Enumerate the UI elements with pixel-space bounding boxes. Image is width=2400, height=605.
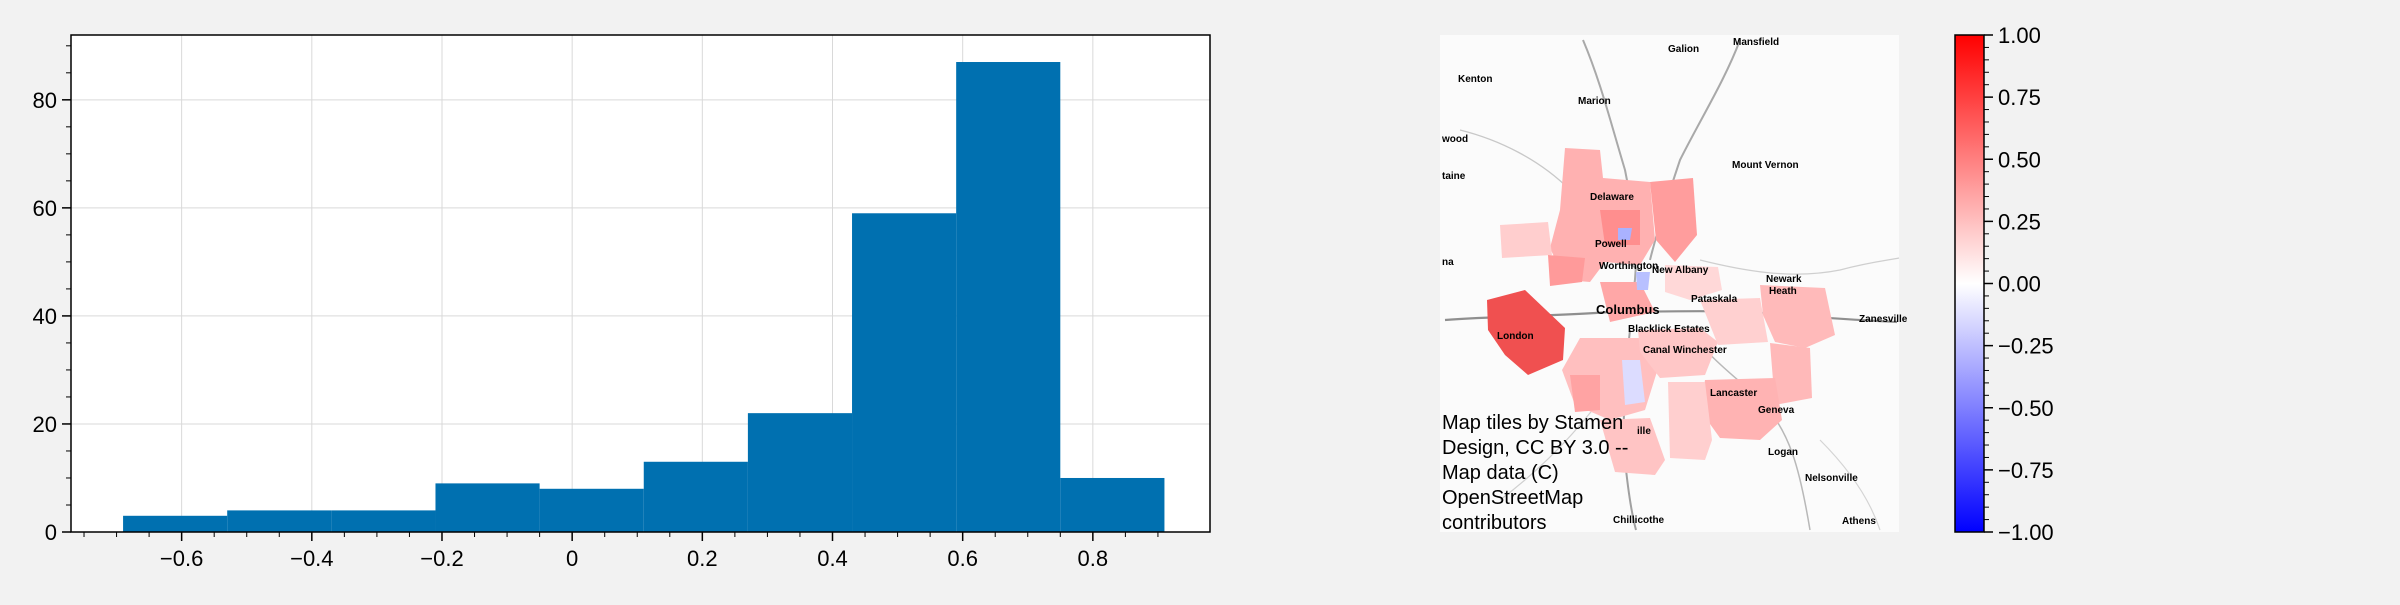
- histogram-y-ticks: 0 20 40 60 80: [33, 45, 71, 545]
- x-tick-label: 0.8: [1078, 546, 1109, 571]
- attribution-line: contributors: [1442, 512, 1547, 534]
- colorbar-tick-label: 0.75: [1998, 85, 2041, 110]
- histogram-bar: [539, 488, 644, 532]
- map-place-label: Heath: [1769, 286, 1797, 297]
- map-place-label: taine: [1442, 171, 1466, 182]
- colorbar-tick-label: −0.50: [1998, 396, 2054, 421]
- map-place-label: Marion: [1578, 96, 1611, 107]
- histogram-axes-frame: [70, 34, 1211, 533]
- map-place-label: Mansfield: [1733, 37, 1779, 48]
- histogram-bar: [331, 510, 436, 532]
- histogram-panel: −0.6 −0.4 −0.2 0 0.2 0.4 0.6 0.8 0 20 40 60 80: [33, 34, 1211, 571]
- histogram-bar: [643, 461, 748, 532]
- map-panel: Galion Mansfield Kenton Marion wood taine Moun…: [1440, 35, 1908, 532]
- map-place-label: Lancaster: [1710, 388, 1757, 399]
- map-place-label: na: [1442, 257, 1454, 268]
- x-tick-label: 0: [566, 546, 578, 571]
- map-place-label: Blacklick Estates: [1628, 324, 1710, 335]
- map-place-label: Kenton: [1458, 74, 1492, 85]
- map-attribution: Map tiles by Stamen Design, CC BY 3.0 --…: [1442, 411, 1662, 536]
- histogram-bar: [227, 510, 332, 532]
- map-place-label: Geneva: [1758, 405, 1795, 416]
- histogram-x-ticks: −0.6 −0.4 −0.2 0 0.2 0.4 0.6 0.8: [83, 532, 1159, 571]
- x-tick-label: 0.2: [687, 546, 718, 571]
- x-tick-label: −0.2: [420, 546, 463, 571]
- map-place-label: Worthington: [1599, 261, 1658, 272]
- map-place-label: ille: [1637, 426, 1651, 437]
- map-place-label: New Albany: [1652, 265, 1709, 276]
- map-place-label: Logan: [1768, 447, 1798, 458]
- colorbar-tick-label: −0.25: [1998, 334, 2054, 359]
- histogram-bar: [123, 515, 228, 532]
- histogram-bar: [1060, 477, 1165, 532]
- colorbar-tick-label: 0.25: [1998, 209, 2041, 234]
- map-place-label: Pataskala: [1691, 294, 1738, 305]
- colorbar-ticks: 1.00 0.75 0.50 0.25 0.00 −0.25 −0.50 −0.75 −1.00: [1984, 23, 2054, 545]
- map-place-label: wood: [1441, 134, 1468, 145]
- y-tick-label: 60: [33, 196, 57, 221]
- colorbar-tick-label: 1.00: [1998, 23, 2041, 48]
- map-place-label: Athens: [1842, 516, 1876, 527]
- attribution-line: Map tiles by Stamen: [1442, 412, 1624, 434]
- colorbar-tick-label: 0.50: [1998, 147, 2041, 172]
- y-tick-label: 0: [45, 520, 57, 545]
- histogram-bar: [747, 413, 853, 532]
- histogram-bar: [852, 213, 957, 533]
- y-tick-label: 20: [33, 412, 57, 437]
- map-tract-fills: [1487, 148, 1835, 475]
- map-place-label: Powell: [1595, 239, 1627, 250]
- attribution-line: OpenStreetMap: [1442, 487, 1584, 509]
- x-tick-label: −0.6: [160, 546, 203, 571]
- map-place-label: Chillicothe: [1613, 515, 1665, 526]
- map-place-label: Newark: [1766, 274, 1802, 285]
- colorbar-tick-label: 0.00: [1998, 272, 2041, 297]
- colorbar-tick-label: −0.75: [1998, 458, 2054, 483]
- y-tick-label: 40: [33, 304, 57, 329]
- map-place-label: Delaware: [1590, 192, 1634, 203]
- map-place-label: Galion: [1668, 44, 1699, 55]
- map-place-label: Zanesville: [1859, 314, 1908, 325]
- map-place-label: Nelsonville: [1805, 473, 1858, 484]
- colorbar-gradient: [1955, 35, 1984, 532]
- attribution-line: Design, CC BY 3.0 --: [1442, 437, 1629, 459]
- y-tick-label: 80: [33, 88, 57, 113]
- attribution-line: Map data (C): [1442, 462, 1559, 484]
- x-tick-label: 0.4: [817, 546, 848, 571]
- map-place-label: Mount Vernon: [1732, 160, 1799, 171]
- x-tick-label: 0.6: [947, 546, 978, 571]
- map-place-label: Canal Winchester: [1643, 345, 1727, 356]
- histogram-bars: [123, 62, 1165, 533]
- x-tick-label: −0.4: [290, 546, 333, 571]
- histogram-bar: [435, 483, 540, 532]
- map-place-label: London: [1497, 331, 1534, 342]
- histogram-bar: [956, 62, 1061, 533]
- map-place-label: Columbus: [1596, 302, 1660, 317]
- colorbar-tick-label: −1.00: [1998, 520, 2054, 545]
- map-place-labels: Galion Mansfield Kenton Marion wood taine Moun…: [1441, 37, 1908, 527]
- colorbar: 1.00 0.75 0.50 0.25 0.00 −0.25 −0.50 −0.75 −1.00: [1954, 23, 2054, 545]
